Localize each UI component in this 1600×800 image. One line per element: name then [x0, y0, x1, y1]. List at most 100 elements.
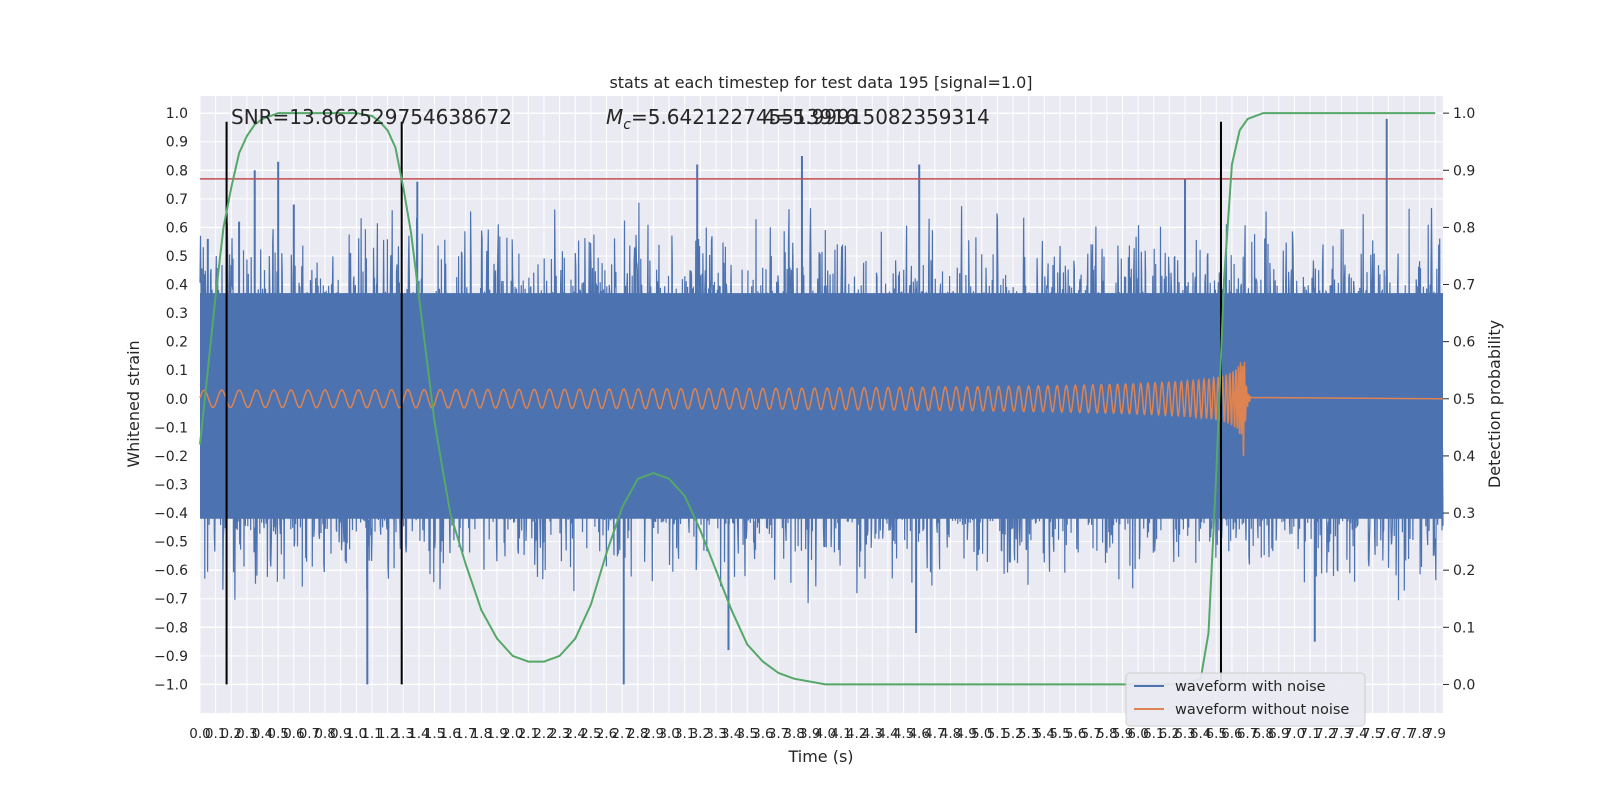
- y-tick-label-right: 0.4: [1453, 449, 1475, 465]
- clean-trace: [199, 361, 1444, 457]
- y-tick-label-right: 0.8: [1453, 220, 1475, 236]
- legend-box: [1125, 672, 1366, 727]
- y-tick-label: 0.0: [166, 392, 188, 408]
- chart-title: stats at each timestep for test data 195…: [609, 73, 1032, 92]
- y-tick-label: 0.1: [166, 363, 188, 379]
- y-tick-label: −0.1: [154, 420, 188, 436]
- x-tick-label: 3.6: [752, 726, 773, 742]
- legend-label-clean: waveform without noise: [1175, 702, 1349, 718]
- x-tick-label: 2.0: [502, 726, 523, 742]
- x-tick-label: 7.3: [1331, 726, 1352, 742]
- y-tick-label: 0.3: [166, 306, 188, 322]
- legend-label-noise: waveform with noise: [1175, 679, 1326, 695]
- x-tick-label: 3.8: [783, 726, 804, 742]
- series-waveform-without-noise: [199, 361, 1444, 457]
- x-tick-label: 5.5: [1049, 726, 1070, 742]
- x-tick-label: 7.6: [1378, 726, 1399, 742]
- y-tick-label-right: 0.2: [1453, 563, 1475, 579]
- x-tick-label: 6.8: [1252, 726, 1273, 742]
- y-tick-label: −0.7: [154, 592, 188, 608]
- x-tick-label: 1.2: [377, 726, 398, 742]
- y-tick-label: −1.0: [154, 677, 188, 693]
- x-tick-label: 6.5: [1206, 726, 1227, 742]
- x-tick-label: 0.1: [205, 726, 226, 742]
- x-tick-label: 3.3: [705, 726, 726, 742]
- x-tick-label: 5.6: [1065, 726, 1086, 742]
- x-tick-label: 2.7: [611, 726, 632, 742]
- x-tick-label: 4.2: [846, 726, 867, 742]
- noise-trace: [199, 202, 1444, 604]
- x-tick-label: 3.4: [721, 726, 742, 742]
- x-tick-label: 6.7: [1237, 726, 1258, 742]
- y-tick-label: 0.4: [166, 278, 188, 294]
- x-tick-label: 1.7: [455, 726, 476, 742]
- x-tick-label: 7.1: [1299, 726, 1320, 742]
- x-tick-label: 7.4: [1346, 726, 1367, 742]
- x-tick-label: 5.0: [971, 726, 992, 742]
- x-tick-label: 4.6: [908, 726, 929, 742]
- y-tick-label-right: 0.9: [1453, 163, 1475, 179]
- x-tick-label: 4.7: [924, 726, 945, 742]
- y-axis-left: 1.0 0.9 0.8 0.7 0.6 0.5 0.4 0.3 0.2 0.1 0.0 −0.1 −0.…: [154, 106, 188, 693]
- x-tick-label: 4.5: [893, 726, 914, 742]
- y-axis-label: Whitened strain: [124, 340, 143, 467]
- x-tick-label: 0.9: [330, 726, 351, 742]
- y-tick-label: −0.9: [154, 649, 188, 665]
- y-tick-label-right: 0.6: [1453, 335, 1475, 351]
- y-tick-label: 0.8: [166, 163, 188, 179]
- y-tick-label: 0.5: [166, 249, 188, 265]
- x-tick-label: 1.5: [424, 726, 445, 742]
- x-tick-label: 4.8: [940, 726, 961, 742]
- x-tick-label: 1.1: [361, 726, 382, 742]
- x-tick-label: 3.9: [799, 726, 820, 742]
- x-tick-label: 6.9: [1268, 726, 1289, 742]
- x-tick-label: 2.8: [627, 726, 648, 742]
- x-tick-label: 5.9: [1112, 726, 1133, 742]
- x-tick-label: 4.4: [877, 726, 898, 742]
- x-axis-label: Time (s): [787, 747, 853, 766]
- y-tick-label: −0.2: [154, 449, 188, 465]
- x-tick-label: 2.4: [565, 726, 586, 742]
- x-tick-label: 5.2: [1002, 726, 1023, 742]
- y-tick-label: −0.6: [154, 563, 188, 579]
- y-tick-label-right: 0.1: [1453, 620, 1475, 636]
- y-tick-label: −0.5: [154, 535, 188, 551]
- x-tick-label: 3.7: [768, 726, 789, 742]
- x-tick-label: 6.3: [1174, 726, 1195, 742]
- x-tick-label: 5.3: [1018, 726, 1039, 742]
- y-tick-label-right: 0.7: [1453, 278, 1475, 294]
- legend: waveform with noise waveform without noi…: [1125, 672, 1366, 727]
- y-tick-label-right: 1.0: [1453, 106, 1475, 122]
- x-tick-label: 5.4: [1034, 726, 1055, 742]
- x-tick-label: 0.5: [267, 726, 288, 742]
- y-tick-label-right: 0.3: [1453, 506, 1475, 522]
- x-tick-label: 6.6: [1221, 726, 1242, 742]
- annotation-chirp-mass: Mc=5.642122745513916: [606, 105, 858, 133]
- x-tick-label: 0.7: [299, 726, 320, 742]
- x-tick-label: 4.1: [830, 726, 851, 742]
- y-tick-label: −0.8: [154, 620, 188, 636]
- x-tick-label: 7.9: [1424, 726, 1445, 742]
- x-tick-label: 0.0: [189, 726, 210, 742]
- x-tick-label: 0.3: [236, 726, 257, 742]
- x-tick-label: 4.3: [862, 726, 883, 742]
- x-tick-label: 2.1: [518, 726, 539, 742]
- x-tick-label: 7.0: [1284, 726, 1305, 742]
- x-tick-label: 1.9: [486, 726, 507, 742]
- x-axis: 0.00.10.20.30.40.50.60.70.80.91.01.11.21…: [189, 726, 1446, 742]
- y-tick-label: 0.9: [166, 135, 188, 151]
- x-tick-label: 4.9: [955, 726, 976, 742]
- x-tick-label: 6.1: [1143, 726, 1164, 742]
- annotation-overlap: 4=5.99915082359314: [763, 105, 990, 129]
- x-tick-label: 1.6: [439, 726, 460, 742]
- x-tick-label: 2.3: [549, 726, 570, 742]
- x-tick-label: 2.2: [533, 726, 554, 742]
- x-tick-label: 1.3: [393, 726, 414, 742]
- y-tick-label: 0.6: [166, 220, 188, 236]
- x-tick-label: 1.8: [471, 726, 492, 742]
- y-tick-label: −0.3: [154, 477, 188, 493]
- x-tick-label: 3.0: [658, 726, 679, 742]
- y-tick-label: 0.7: [166, 192, 188, 208]
- y-tick-label-right: 0.0: [1453, 677, 1475, 693]
